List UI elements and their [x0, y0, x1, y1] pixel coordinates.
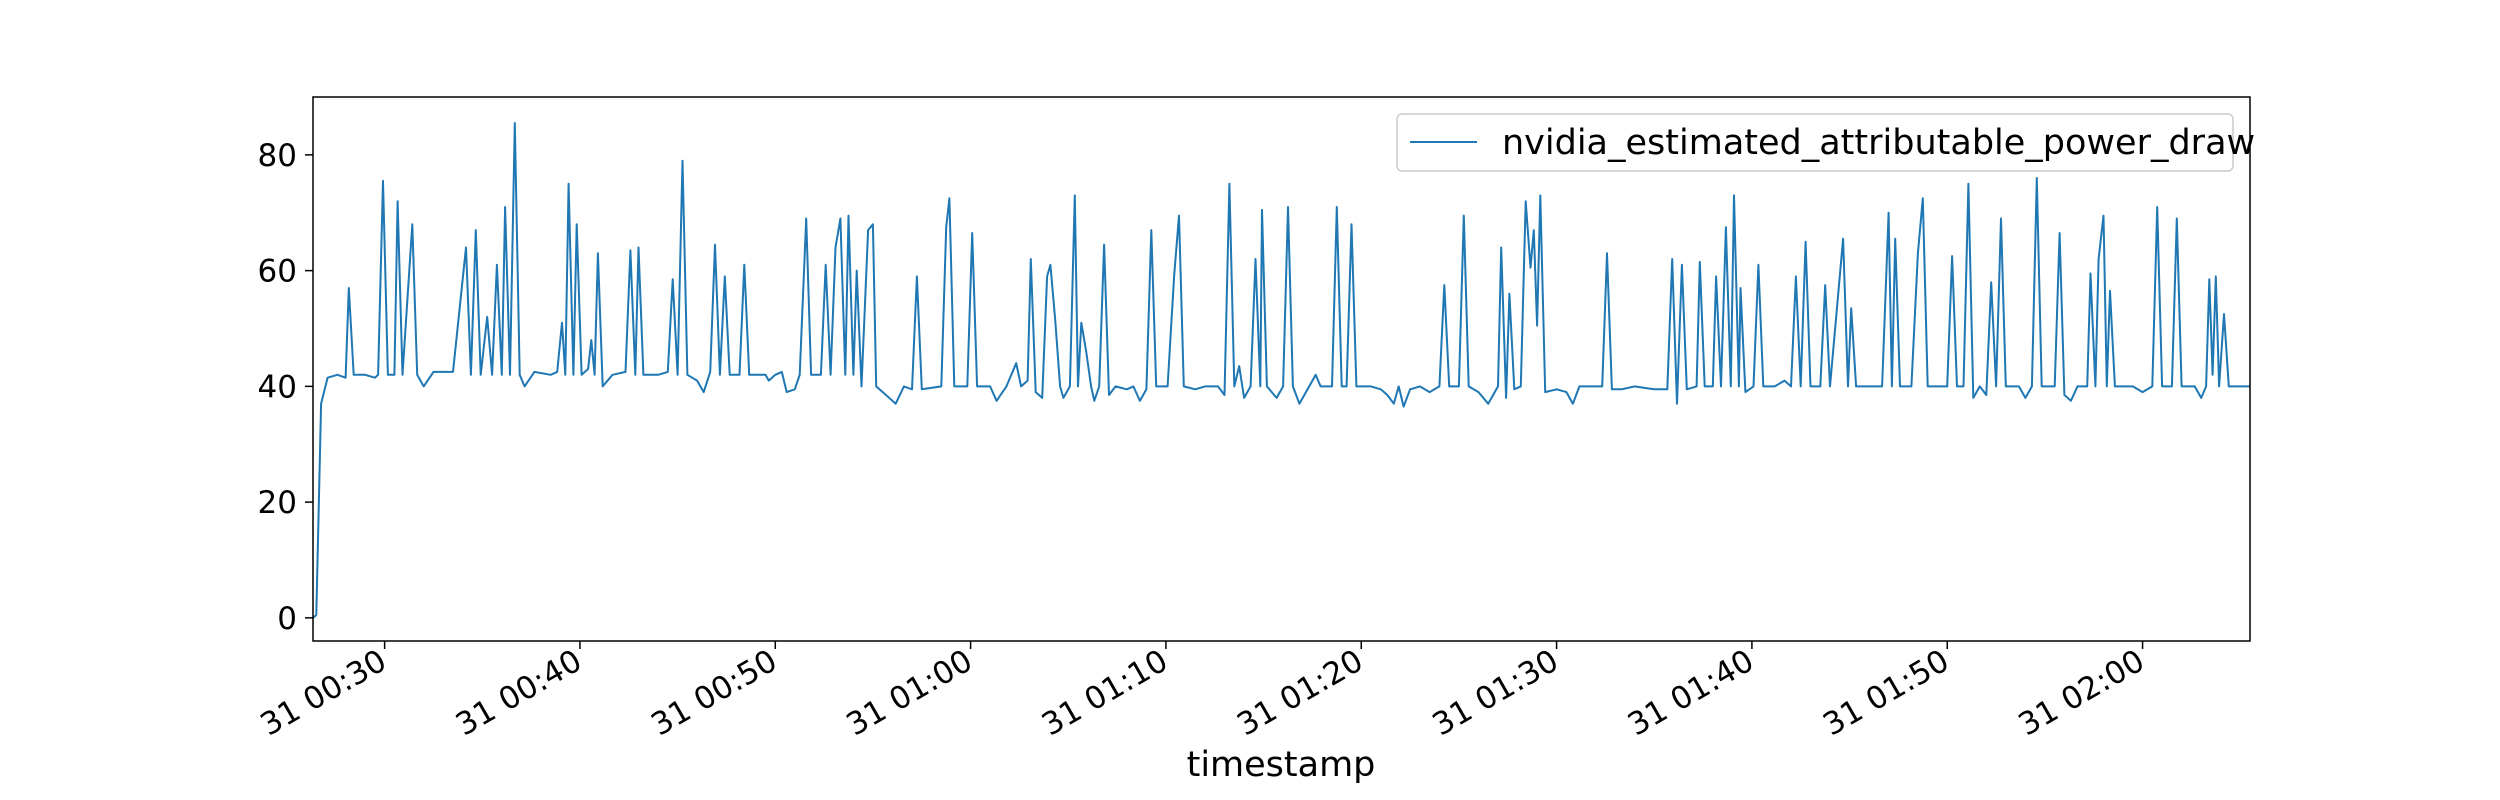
- y-tick-label: 60: [258, 254, 297, 290]
- y-tick-label: 20: [258, 485, 297, 521]
- legend: nvidia_estimated_attributable_power_draw: [1396, 113, 2255, 172]
- y-tick-label: 40: [258, 369, 297, 405]
- series-layer: [312, 122, 2250, 619]
- y-tick-label: 80: [258, 138, 297, 174]
- plot-frame: [312, 96, 2251, 642]
- legend-frame: [1396, 113, 2234, 172]
- series-line-0: [312, 122, 2250, 619]
- legend-label: nvidia_estimated_attributable_power_draw: [1502, 123, 2255, 163]
- x-axis-label: timestamp: [1187, 745, 1376, 785]
- y-axis: 0 20 40 60 80: [258, 138, 313, 637]
- y-tick-label: 0: [277, 601, 297, 637]
